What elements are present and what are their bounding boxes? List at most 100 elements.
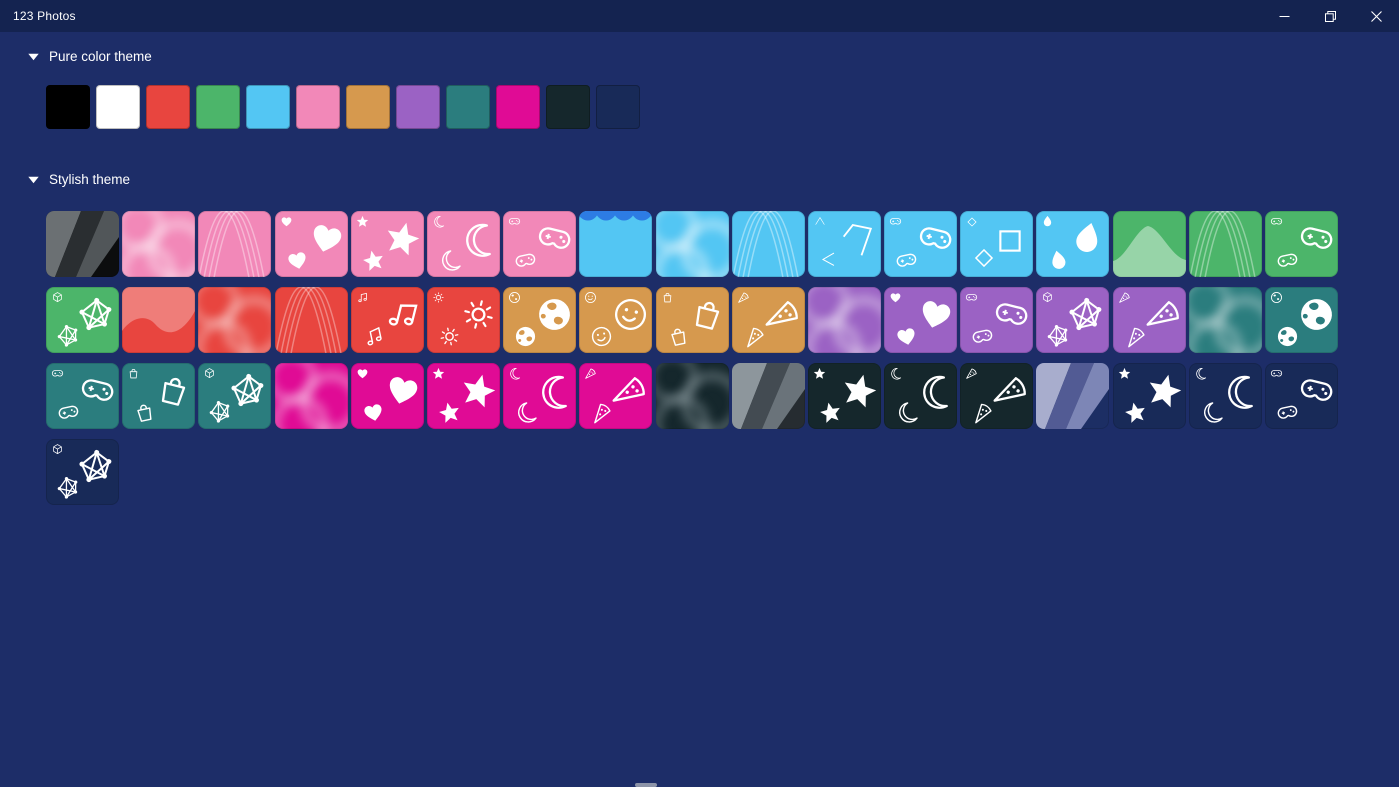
stylish-theme-tile-pink-bokeh[interactable]: [122, 211, 196, 277]
star-icon: [1121, 399, 1148, 426]
horizontal-scrollbar-thumb[interactable]: [635, 783, 657, 787]
stylish-theme-tile-orange-pizza[interactable]: [731, 287, 805, 353]
stylish-theme-tile-orange-bags[interactable]: [655, 287, 729, 353]
pure-color-swatch-dark-navy[interactable]: [596, 85, 640, 129]
controller-icon: [75, 368, 119, 413]
stylish-theme-tile-red-waves[interactable]: [274, 287, 348, 353]
stylish-theme-tile-orange-smileys[interactable]: [579, 287, 653, 353]
stylish-theme-tile-teal-geometric[interactable]: [198, 363, 272, 429]
stylish-theme-tile-pink-hearts[interactable]: [274, 211, 348, 277]
pure-color-swatch-green[interactable]: [196, 85, 240, 129]
heart-icon: [889, 291, 902, 304]
stylish-theme-tile-teal-bokeh[interactable]: [1188, 287, 1262, 353]
controller-icon: [55, 399, 82, 426]
stylish-theme-tile-red-mountains[interactable]: [122, 287, 196, 353]
app-title: 123 Photos: [13, 9, 76, 23]
star-icon: [432, 367, 445, 380]
pure-color-swatch-black[interactable]: [46, 85, 90, 129]
stylish-theme-tile-red-suns[interactable]: [426, 287, 500, 353]
pure-color-swatch-orange[interactable]: [346, 85, 390, 129]
stylish-theme-tile-purple-bokeh[interactable]: [807, 287, 881, 353]
pure-color-swatch-magenta[interactable]: [496, 85, 540, 129]
cube-icon: [51, 443, 64, 456]
stylish-theme-tile-pink-moons[interactable]: [426, 211, 500, 277]
stylish-theme-tile-magenta-stars[interactable]: [426, 363, 500, 429]
smiley-icon: [588, 323, 615, 350]
stylish-theme-tile-blue-bokeh[interactable]: [655, 211, 729, 277]
angle-line-icon: [813, 215, 827, 229]
stylish-theme-tile-red-bokeh[interactable]: [198, 287, 272, 353]
stylish-theme-tile-magenta-pizza[interactable]: [579, 363, 653, 429]
stylish-theme-tile-dark-pizza[interactable]: [960, 363, 1034, 429]
stylish-theme-tile-dark-moons[interactable]: [884, 363, 958, 429]
drop-icon: [1041, 215, 1054, 228]
stylish-theme-tile-purple-pizza[interactable]: [1112, 287, 1186, 353]
minimize-button[interactable]: [1261, 0, 1307, 32]
pure-color-swatch-pink[interactable]: [296, 85, 340, 129]
pizza-icon: [1118, 291, 1131, 304]
star-icon: [380, 216, 424, 261]
stylish-theme-tile-green-controllers[interactable]: [1265, 211, 1338, 277]
pure-color-swatch-dark-teal[interactable]: [546, 85, 590, 129]
bag-icon: [151, 368, 195, 413]
pure-color-swatch-sky-blue[interactable]: [246, 85, 290, 129]
moon-icon: [1194, 367, 1207, 380]
stylish-theme-tile-blue-lines[interactable]: [807, 211, 881, 277]
stylish-theme-tile-dark-bokeh[interactable]: [655, 363, 729, 429]
stylish-theme-tile-dark-stars[interactable]: [807, 363, 881, 429]
stylish-theme-tile-blue-drops[interactable]: [1036, 211, 1110, 277]
stylish-theme-tile-red-music[interactable]: [350, 287, 424, 353]
stylish-theme-tile-magenta-moons[interactable]: [503, 363, 577, 429]
music-icon: [360, 323, 387, 350]
cube-icon: [1041, 291, 1054, 304]
geometric-nodes-icon: [1044, 321, 1073, 350]
moon-icon: [1218, 368, 1262, 413]
stylish-theme-tile-blue-controllers[interactable]: [884, 211, 958, 277]
stylish-theme-tile-teal-controllers[interactable]: [46, 363, 119, 429]
stylish-theme-tile-navy-stars[interactable]: [1112, 363, 1186, 429]
bag-icon: [685, 292, 729, 337]
stylish-theme-tile-black-triangles[interactable]: [46, 211, 119, 277]
stylish-theme-tile-navy-controllers[interactable]: [1265, 363, 1338, 429]
pure-color-swatch-teal[interactable]: [446, 85, 490, 129]
stylish-theme-tile-pink-controllers[interactable]: [503, 211, 577, 277]
pizza-icon: [1142, 292, 1186, 337]
pizza-icon: [588, 399, 615, 426]
stylish-theme-tile-magenta-bokeh[interactable]: [274, 363, 348, 429]
controller-icon: [893, 247, 920, 274]
chevron-down-icon: [28, 53, 39, 61]
stylish-theme-tile-purple-controllers[interactable]: [960, 287, 1034, 353]
stylish-theme-tile-purple-geometric[interactable]: [1036, 287, 1110, 353]
section-header-stylish-theme[interactable]: Stylish theme: [28, 172, 130, 187]
stylish-theme-tile-purple-hearts[interactable]: [884, 287, 958, 353]
stylish-theme-tile-orange-globes[interactable]: [503, 287, 577, 353]
close-button[interactable]: [1353, 0, 1399, 32]
stylish-theme-tile-blue-waves[interactable]: [731, 211, 805, 277]
section-header-pure-color-theme[interactable]: Pure color theme: [28, 49, 152, 64]
stylish-theme-tile-gray-triangles[interactable]: [731, 363, 805, 429]
moon-icon: [436, 247, 463, 274]
stylish-theme-tile-blue-shapes[interactable]: [960, 211, 1034, 277]
stylish-theme-tile-navy-triangles[interactable]: [1036, 363, 1110, 429]
pure-color-swatch-white[interactable]: [96, 85, 140, 129]
stylish-theme-tile-green-waves[interactable]: [1188, 211, 1262, 277]
stylish-theme-tile-magenta-hearts[interactable]: [350, 363, 424, 429]
stylish-theme-tile-green-geometric[interactable]: [46, 287, 119, 353]
stylish-theme-tile-navy-geometric[interactable]: [46, 439, 119, 505]
heart-icon: [360, 399, 387, 426]
diamond-icon: [966, 216, 978, 228]
stylish-theme-tile-teal-globes[interactable]: [1265, 287, 1338, 353]
stylish-theme-tile-teal-bags[interactable]: [122, 363, 196, 429]
pure-color-swatch-purple[interactable]: [396, 85, 440, 129]
stylish-theme-tile-green-mountains[interactable]: [1112, 211, 1186, 277]
stylish-theme-tile-navy-moons[interactable]: [1188, 363, 1262, 429]
restore-button[interactable]: [1307, 0, 1353, 32]
controller-icon: [1274, 399, 1301, 426]
stylish-theme-tile-blue-scallops[interactable]: [579, 211, 653, 277]
pure-color-swatch-red[interactable]: [146, 85, 190, 129]
stylish-theme-tile-pink-stars[interactable]: [350, 211, 424, 277]
moon-icon: [512, 399, 539, 426]
stylish-theme-grid: [46, 211, 1338, 505]
pizza-icon: [969, 399, 996, 426]
stylish-theme-tile-pink-waves[interactable]: [198, 211, 272, 277]
